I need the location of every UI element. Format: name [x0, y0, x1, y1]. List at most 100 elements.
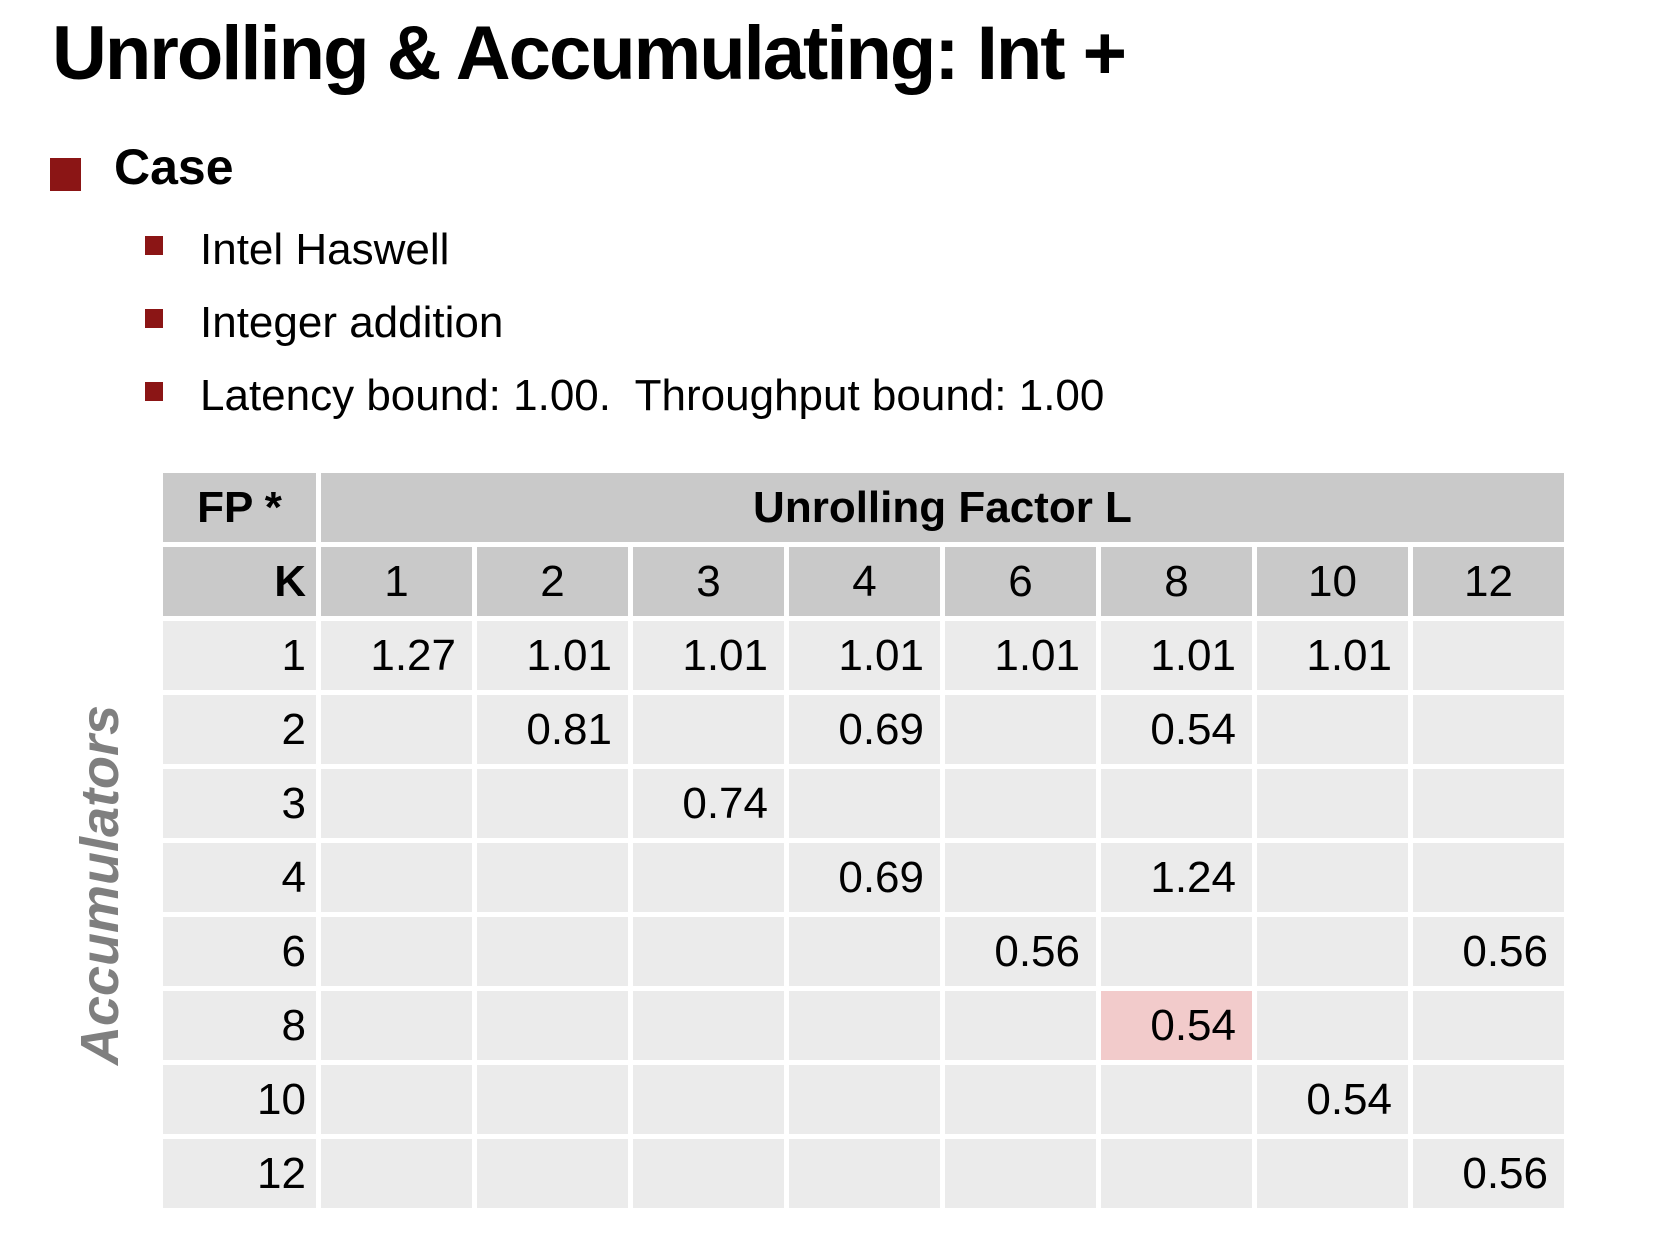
data-cell: 0.54 — [1257, 1065, 1408, 1134]
accumulators-axis-label: Accumulators — [70, 704, 130, 1066]
row-header-k: 3 — [163, 769, 316, 838]
data-cell — [789, 1139, 940, 1208]
data-cell — [789, 769, 940, 838]
data-cell — [945, 769, 1096, 838]
bullet-case: Case — [50, 138, 234, 196]
sub-bullet-square-icon — [145, 382, 163, 401]
data-cell — [945, 695, 1096, 764]
row-header-k: 10 — [163, 1065, 316, 1134]
table-row: 1 1.27 1.01 1.01 1.01 1.01 1.01 1.01 — [163, 621, 1564, 690]
data-cell — [1257, 769, 1408, 838]
data-cell — [789, 917, 940, 986]
sub-bullet-operation-label: Integer addition — [200, 297, 504, 347]
data-cell — [477, 991, 628, 1060]
data-cell — [789, 991, 940, 1060]
data-cell — [321, 843, 472, 912]
data-cell — [321, 1139, 472, 1208]
unrolling-factor-header: Unrolling Factor L — [321, 473, 1564, 542]
data-cell — [1101, 917, 1252, 986]
sub-bullet-square-icon — [145, 309, 163, 328]
data-cell — [633, 1065, 784, 1134]
data-cell — [633, 695, 784, 764]
col-header: 10 — [1257, 547, 1408, 616]
data-cell — [321, 1065, 472, 1134]
data-cell — [1101, 1139, 1252, 1208]
sub-bullet-list: Intel Haswell Integer addition Latency b… — [145, 213, 1104, 432]
data-cell — [633, 991, 784, 1060]
data-cell — [1413, 843, 1564, 912]
sub-bullet-bounds: Latency bound: 1.00. Throughput bound: 1… — [145, 359, 1104, 432]
table-row: 3 0.74 — [163, 769, 1564, 838]
row-header-k: 12 — [163, 1139, 316, 1208]
sub-bullet-bounds-label: Latency bound: 1.00. Throughput bound: 1… — [200, 370, 1105, 420]
data-cell — [1257, 917, 1408, 986]
sub-bullet-cpu: Intel Haswell — [145, 213, 1104, 286]
data-cell: 1.01 — [477, 621, 628, 690]
data-cell: 0.69 — [789, 843, 940, 912]
row-header-k: 1 — [163, 621, 316, 690]
data-cell — [945, 1139, 1096, 1208]
table-row: 6 0.56 0.56 — [163, 917, 1564, 986]
data-cell — [633, 917, 784, 986]
data-cell: 0.69 — [789, 695, 940, 764]
row-header-k: 4 — [163, 843, 316, 912]
data-cell — [945, 991, 1096, 1060]
group-header-row: FP * Unrolling Factor L — [163, 473, 1564, 542]
data-cell — [1101, 1065, 1252, 1134]
sub-bullet-cpu-label: Intel Haswell — [200, 224, 450, 274]
data-cell — [789, 1065, 940, 1134]
data-cell: 1.27 — [321, 621, 472, 690]
data-cell: 0.56 — [945, 917, 1096, 986]
table-row: 10 0.54 — [163, 1065, 1564, 1134]
data-cell: 1.01 — [1257, 621, 1408, 690]
data-cell — [477, 843, 628, 912]
data-cell: 0.56 — [1413, 1139, 1564, 1208]
data-cell — [1101, 769, 1252, 838]
sub-bullet-square-icon — [145, 236, 163, 255]
highlighted-cell: 0.54 — [1101, 991, 1252, 1060]
col-header: 4 — [789, 547, 940, 616]
data-cell — [477, 917, 628, 986]
col-header-row: K 1 2 3 4 6 8 10 12 — [163, 547, 1564, 616]
data-cell: 0.56 — [1413, 917, 1564, 986]
table-row: 2 0.81 0.69 0.54 — [163, 695, 1564, 764]
data-cell — [321, 769, 472, 838]
data-cell — [321, 917, 472, 986]
data-cell: 0.54 — [1101, 695, 1252, 764]
col-header: 2 — [477, 547, 628, 616]
table-row: 8 0.54 — [163, 991, 1564, 1060]
bullet-case-label: Case — [114, 139, 234, 195]
data-cell: 1.01 — [945, 621, 1096, 690]
data-cell — [1257, 843, 1408, 912]
corner-cell: FP * — [163, 473, 316, 542]
data-cell — [1413, 991, 1564, 1060]
row-header-k: 6 — [163, 917, 316, 986]
table-row: 4 0.69 1.24 — [163, 843, 1564, 912]
table-row: 12 0.56 — [163, 1139, 1564, 1208]
data-cell — [1413, 621, 1564, 690]
col-header: 3 — [633, 547, 784, 616]
data-cell — [1413, 695, 1564, 764]
data-cell: 1.01 — [1101, 621, 1252, 690]
data-cell — [477, 769, 628, 838]
data-cell — [945, 843, 1096, 912]
data-cell — [321, 991, 472, 1060]
data-cell — [321, 695, 472, 764]
slide-title: Unrolling & Accumulating: Int + — [52, 11, 1127, 96]
data-cell — [1257, 991, 1408, 1060]
data-cell — [945, 1065, 1096, 1134]
data-cell — [477, 1065, 628, 1134]
results-table: FP * Unrolling Factor L K 1 2 3 4 6 8 10 12 1 1.… — [158, 468, 1569, 1213]
data-cell: 1.01 — [789, 621, 940, 690]
sub-bullet-operation: Integer addition — [145, 286, 1104, 359]
data-cell: 1.01 — [633, 621, 784, 690]
data-cell — [633, 1139, 784, 1208]
data-cell — [477, 1139, 628, 1208]
col-header: 12 — [1413, 547, 1564, 616]
data-cell — [1257, 1139, 1408, 1208]
col-header: 1 — [321, 547, 472, 616]
data-cell: 1.24 — [1101, 843, 1252, 912]
data-cell: 0.81 — [477, 695, 628, 764]
table-body: FP * Unrolling Factor L K 1 2 3 4 6 8 10 12 1 1.… — [163, 473, 1564, 1208]
row-header-k: 2 — [163, 695, 316, 764]
